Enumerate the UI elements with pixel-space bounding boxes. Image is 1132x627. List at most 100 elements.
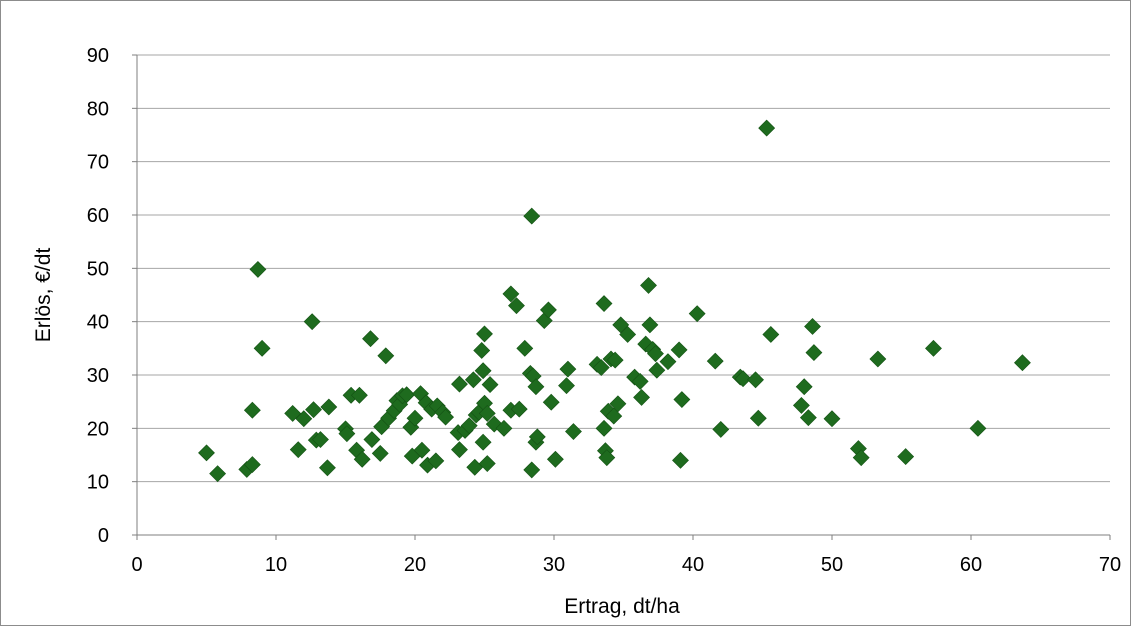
data-point <box>606 351 624 369</box>
data-point <box>641 316 659 334</box>
y-tick-label-40: 40 <box>87 312 109 334</box>
y-tick-label-80: 80 <box>87 98 109 120</box>
data-point <box>1014 354 1031 372</box>
data-point <box>528 428 546 446</box>
data-point <box>362 330 379 348</box>
x-tick-labels: 0 10 20 30 40 50 60 70 <box>131 554 1121 576</box>
data-point <box>478 404 496 422</box>
data-point <box>243 456 261 474</box>
data-point <box>451 441 468 459</box>
data-point <box>437 408 455 426</box>
data-point <box>502 285 520 303</box>
y-tick-label-0: 0 <box>98 525 109 547</box>
data-point <box>353 450 371 468</box>
y-axis-title: Erlös, €/dt <box>32 248 55 343</box>
data-point <box>795 378 813 396</box>
data-point <box>303 313 321 331</box>
data-point <box>897 448 915 466</box>
data-point <box>631 372 649 390</box>
data-point <box>619 326 637 343</box>
data-point <box>605 407 623 425</box>
data-point <box>338 425 356 443</box>
data-point <box>540 301 557 319</box>
data-point <box>451 375 468 393</box>
data-point <box>546 450 564 468</box>
data-point <box>289 441 307 459</box>
data-point <box>312 431 329 448</box>
data-point <box>371 444 389 462</box>
data-point <box>792 396 810 414</box>
data-point <box>559 360 577 378</box>
data-point <box>659 353 677 371</box>
data-point <box>460 417 478 435</box>
data-point <box>510 400 528 418</box>
data-point <box>476 325 493 343</box>
data-point <box>673 391 691 408</box>
x-axis-title: Ertrag, dt/ha <box>564 595 680 618</box>
data-point <box>869 350 887 368</box>
data-point <box>523 461 541 479</box>
x-tick-label-30: 30 <box>543 554 565 576</box>
x-tick-label-10: 10 <box>265 554 287 576</box>
data-point <box>595 419 613 437</box>
y-tick-label-50: 50 <box>87 258 109 280</box>
data-point <box>749 409 767 427</box>
data-point <box>464 371 482 389</box>
y-tick-label-10: 10 <box>87 472 109 494</box>
data-point <box>969 419 987 437</box>
data-point <box>558 377 575 395</box>
data-point <box>805 344 823 362</box>
data-point <box>852 449 870 467</box>
data-point <box>633 388 650 406</box>
data-point <box>542 393 560 411</box>
x-tick-label-20: 20 <box>404 554 426 576</box>
data-point <box>209 465 227 483</box>
data-point <box>473 342 491 359</box>
data-point <box>508 297 525 315</box>
y-tick-label-90: 90 <box>87 45 109 67</box>
data-point <box>712 420 730 438</box>
y-tick-labels: 0 10 20 30 40 50 60 70 80 90 <box>87 45 109 547</box>
data-point <box>243 401 261 419</box>
data-point <box>516 339 534 357</box>
data-point <box>523 207 541 225</box>
data-point <box>592 359 610 376</box>
data-point <box>481 376 499 394</box>
data-point <box>706 352 724 370</box>
data-point <box>565 423 582 440</box>
data-point <box>284 404 302 422</box>
data-point <box>495 419 513 437</box>
data-point <box>478 455 496 472</box>
data-point <box>474 362 492 380</box>
y-tick-label-70: 70 <box>87 152 109 174</box>
data-point <box>253 339 271 357</box>
data-point <box>320 398 338 416</box>
x-tick-label-50: 50 <box>821 554 843 576</box>
x-tick-label-70: 70 <box>1099 554 1121 576</box>
data-point <box>249 260 267 278</box>
data-point <box>350 386 368 404</box>
data-point <box>413 441 431 459</box>
data-point <box>527 378 545 396</box>
data-point <box>595 295 613 312</box>
data-point <box>804 318 821 335</box>
data-point <box>474 433 492 451</box>
data-point <box>377 347 395 365</box>
data-point <box>672 451 689 469</box>
data-point <box>925 339 942 357</box>
data-point <box>612 316 630 334</box>
data-point <box>670 341 688 359</box>
data-point <box>688 305 706 323</box>
data-point <box>363 431 381 448</box>
data-point <box>398 386 416 404</box>
x-tick-label-60: 60 <box>960 554 982 576</box>
gridlines <box>137 54 1110 483</box>
y-tick-label-60: 60 <box>87 205 109 227</box>
data-point <box>319 459 336 477</box>
data-point <box>640 276 657 294</box>
data-point <box>762 326 780 343</box>
y-tick-label-20: 20 <box>87 418 109 440</box>
data-point <box>598 449 616 467</box>
